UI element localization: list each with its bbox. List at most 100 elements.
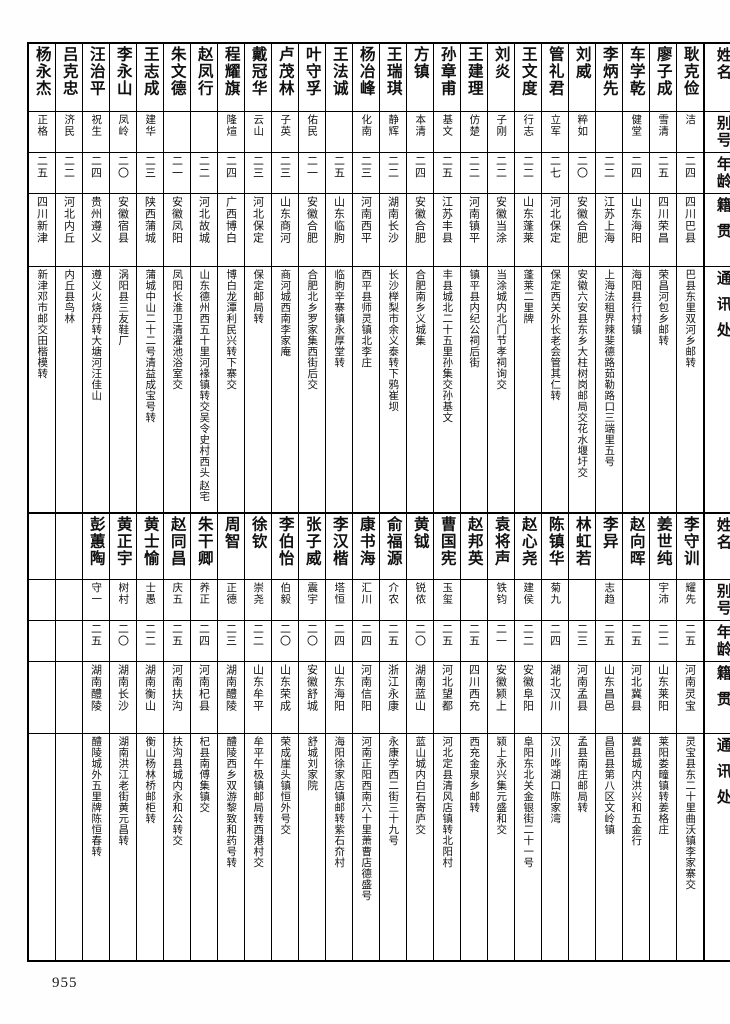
cell-text: 河南孟县 <box>575 663 589 712</box>
cell-text: 戴冠华 <box>249 46 268 97</box>
cell-origin: 山东海阳 <box>325 660 353 734</box>
cell-text: 湖南长沙 <box>116 663 130 712</box>
cell-age: 二二 <box>244 619 272 662</box>
cell-text: 杨冶峰 <box>357 46 376 97</box>
cell-address: 上海法租界辣斐德路茹勒路口三端里五号 <box>595 265 623 515</box>
cell-text: 西平县师灵镇北李庄 <box>360 268 373 368</box>
cell-origin: 河北保定 <box>244 192 272 267</box>
cell-name: 孙章甫 <box>433 42 461 112</box>
cell-text: 二三 <box>575 622 589 647</box>
cell-text: 河南信阳 <box>359 663 373 712</box>
cell-alias: 养正 <box>190 578 218 621</box>
cell-address: 丰县城北二十五里孙集交孙基文 <box>433 265 461 515</box>
cell-text: 雪清 <box>657 113 670 137</box>
cell-text: 山东蓬莱 <box>521 195 535 244</box>
cell-age: 二〇 <box>109 151 137 194</box>
cell-text: 二一 <box>494 622 508 647</box>
cell-text: 海阳县行村镇 <box>630 268 643 335</box>
cell-text: 廖子成 <box>654 46 673 97</box>
cell-origin: 河南扶沟 <box>163 660 191 734</box>
cell-address: 荣成崖头镇恒外号交 <box>271 732 299 962</box>
cell-text: 山东商河 <box>278 195 292 244</box>
cell-age: 二五 <box>676 619 705 662</box>
cell-text: 湖南衡山 <box>143 663 157 712</box>
cell-origin: 安徽阜阳 <box>514 660 542 734</box>
cell-address: 合肥南乡义城集 <box>406 265 434 515</box>
cell-address: 凤阳长淮卫清濯池浴室交 <box>163 265 191 515</box>
row-header-alias: 别号 <box>703 110 730 153</box>
cell-origin: 广西博白 <box>217 192 245 267</box>
cell-name: 赵同昌 <box>163 512 191 580</box>
cell-text: 云山 <box>252 113 265 137</box>
row-header-label: 别号 <box>714 114 730 149</box>
cell-text: 二一 <box>170 154 184 179</box>
cell-text: 佑民 <box>306 113 319 137</box>
cell-text: 养正 <box>198 581 211 605</box>
cell-text: 曹国宪 <box>438 516 457 567</box>
cell-name: 李炳先 <box>595 42 623 112</box>
cell-text: 山东德州西五十里河褖镇转交吴令史村西头 <box>198 268 211 478</box>
cell-text: 安徽舒城 <box>305 663 319 712</box>
cell-alias: 正德 <box>217 578 245 621</box>
cell-text: 永康学西二街三十九号 <box>387 735 400 846</box>
cell-alias: 宇沛 <box>649 578 677 621</box>
cell-text: 二二 <box>467 154 481 179</box>
cell-age: 二一 <box>487 619 515 662</box>
cell-text: 树村 <box>117 581 130 605</box>
cell-text: 四川新津 <box>35 195 49 244</box>
cell-text: 二五 <box>467 622 481 647</box>
cell-address: 遵义火烧丹转大塘河汪佳山 <box>82 265 110 515</box>
cell-text: 安徽当涂 <box>494 195 508 244</box>
cell-address: 牟平午极镇邮局转西港村交 <box>244 732 272 962</box>
cell-age: 二〇 <box>298 619 326 662</box>
cell-text: 陕西蒲城 <box>143 195 157 244</box>
cell-text: 赵凤行 <box>195 46 214 97</box>
cell-address: 海阳县行村镇 <box>622 265 650 515</box>
cell-text: 吕克忠 <box>60 46 79 97</box>
roster-row-alias: 别号 洁 雪清 健堂 粹如 立军 行志 子刚 仿楚 基文 本清 静辉 化南 佑民 子英 云山 隆煊 建华 凤岭 祝生济… <box>27 110 730 153</box>
cell-address: 湖南洪江老街黄元昌转 <box>109 732 137 962</box>
cell-text: 二二 <box>602 154 616 179</box>
cell-text: 二五 <box>440 154 454 179</box>
cell-text: 卢茂林 <box>276 46 295 97</box>
roster-row-address: 通讯处 巴县东里双河乡邮转 荣昌河包乡邮转 海阳县行村镇 上海法租界辣斐德路茹勒路口三端… <box>27 265 730 515</box>
cell-text: 商河城西南李家庵 <box>279 268 292 357</box>
cell-text: 二五 <box>35 154 49 179</box>
cell-name: 王文度 <box>514 42 542 112</box>
cell-age: 二五 <box>622 619 650 662</box>
cell-text-overflow: 赵宅 <box>198 479 211 502</box>
cell-text: 江苏上海 <box>602 195 616 244</box>
cell-alias: 耀先 <box>676 578 705 621</box>
cell-alias: 建侯 <box>514 578 542 621</box>
cell-origin: 江苏丰县 <box>433 192 461 267</box>
cell-text: 二〇 <box>116 154 130 179</box>
cell-text: 二三 <box>251 154 265 179</box>
cell-alias: 士愚 <box>136 578 164 621</box>
cell-text: 二〇 <box>278 622 292 647</box>
cell-address: 临朐辛寨镇永厚堂转 <box>325 265 353 515</box>
cell-name: 赵向晖 <box>622 512 650 580</box>
cell-name: 廖子成 <box>649 42 677 112</box>
cell-text: 合肥北乡罗家集西街后交 <box>306 268 319 390</box>
cell-name: 方镇 <box>406 42 434 112</box>
cell-name: 戴冠华 <box>244 42 272 112</box>
cell-address: 保定邮局转 <box>244 265 272 515</box>
cell-address: 衡山杨林桥邮柜转 <box>136 732 164 962</box>
cell-text: 朱文德 <box>168 46 187 97</box>
cell-text: 当涂城内北门节孝祠询交 <box>495 268 508 390</box>
cell-text: 西充金泉乡邮转 <box>468 735 481 813</box>
cell-text: 海阳徐家店镇邮转紫石夼村 <box>333 735 346 868</box>
cell-age: 二二 <box>190 151 218 194</box>
cell-text: 二五 <box>683 622 697 647</box>
cell-text: 二三 <box>278 154 292 179</box>
cell-text: 二四 <box>629 154 643 179</box>
cell-origin: 湖南长沙 <box>379 192 407 267</box>
cell-age: 二五 <box>433 151 461 194</box>
cell-empty <box>27 619 56 662</box>
cell-address: 当涂城内北门节孝祠询交 <box>487 265 515 515</box>
cell-origin: 河南杞县 <box>190 660 218 734</box>
row-header-label: 籍贯 <box>714 664 730 717</box>
cell-text: 安徽合肥 <box>575 195 589 244</box>
cell-text: 黄正宇 <box>114 516 133 567</box>
cell-address: 扶沟县城内永和公转交 <box>163 732 191 962</box>
